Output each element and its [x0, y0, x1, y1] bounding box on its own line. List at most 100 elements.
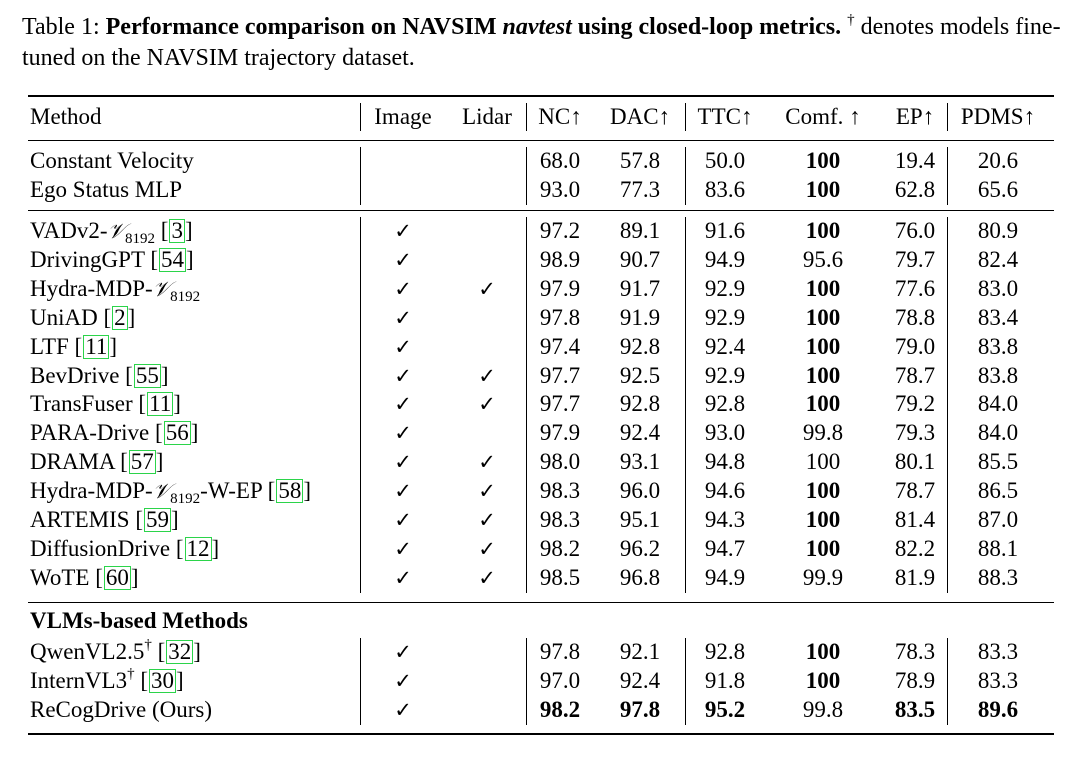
value-ttc: 92.4 — [704, 334, 746, 359]
value-ttc: 94.9 — [704, 565, 746, 590]
column-separator — [526, 103, 527, 131]
caption-bold-italic: navtest — [502, 14, 572, 40]
value-comf: 100 — [805, 391, 841, 416]
value-nc: 98.2 — [539, 536, 581, 561]
value-pdms: 88.1 — [977, 536, 1019, 561]
lidar-check: ✓ — [478, 566, 496, 590]
value-pdms: 86.5 — [977, 478, 1019, 503]
value-comf: 100 — [805, 668, 841, 693]
value-nc: 98.5 — [539, 565, 581, 590]
header-ttc: TTC↑ — [697, 104, 753, 129]
method-label: TransFuser — [30, 391, 133, 416]
value-ttc: 91.8 — [704, 668, 746, 693]
image-check: ✓ — [394, 669, 412, 693]
citation-link[interactable]: 59 — [144, 507, 171, 532]
citation-link[interactable]: 57 — [128, 449, 156, 474]
method-label: VADv2- — [30, 218, 108, 243]
method-name: PARA-Drive [56] — [30, 420, 199, 445]
value-dac: 92.4 — [619, 420, 661, 445]
citation-link[interactable]: 56 — [163, 420, 191, 445]
header-method: Method — [30, 104, 102, 129]
image-check: ✓ — [394, 306, 412, 330]
image-check: ✓ — [394, 508, 412, 532]
method-name: TransFuser [11] — [30, 391, 181, 416]
column-separator — [685, 103, 686, 131]
citation-link[interactable]: 32 — [166, 639, 194, 664]
header-nc: NC↑ — [538, 104, 582, 129]
value-pdms: 85.5 — [977, 449, 1019, 474]
value-dac: 89.1 — [619, 218, 661, 243]
value-dac: 57.8 — [619, 148, 661, 173]
value-nc: 97.7 — [539, 363, 581, 388]
caption-bold-2: using closed-loop metrics. — [577, 14, 842, 40]
lidar-check: ✓ — [478, 537, 496, 561]
value-nc: 97.4 — [539, 334, 581, 359]
value-ttc: 92.8 — [704, 639, 746, 664]
image-check: ✓ — [394, 277, 412, 301]
method-name: VADv2-𝒱8192 [3] — [30, 218, 193, 247]
lidar-check: ✓ — [478, 364, 496, 388]
value-nc: 98.9 — [539, 247, 581, 272]
value-pdms: 83.0 — [977, 276, 1019, 301]
value-pdms: 89.6 — [977, 697, 1019, 722]
citation-link[interactable]: 55 — [133, 363, 161, 388]
citation-link[interactable]: 54 — [159, 247, 187, 272]
citation-link[interactable]: 30 — [149, 668, 176, 693]
column-separator — [526, 217, 527, 593]
image-check: ✓ — [394, 479, 412, 503]
value-dac: 96.0 — [619, 478, 661, 503]
value-ep: 76.0 — [894, 218, 936, 243]
citation-link[interactable]: 2 — [112, 305, 128, 330]
citation-link[interactable]: 60 — [103, 565, 131, 590]
image-check: ✓ — [394, 537, 412, 561]
value-pdms: 83.4 — [977, 305, 1019, 330]
value-ep: 79.3 — [894, 420, 936, 445]
method-label: DRAMA — [30, 449, 121, 474]
citation-link[interactable]: 11 — [83, 334, 110, 359]
image-check: ✓ — [394, 219, 412, 243]
value-ep: 78.7 — [894, 363, 936, 388]
value-ep: 19.4 — [894, 148, 936, 173]
caption-dagger: † — [847, 12, 855, 28]
citation-link[interactable]: 58 — [276, 478, 304, 503]
value-ttc: 92.9 — [704, 305, 746, 330]
value-comf: 100 — [805, 305, 841, 330]
value-dac: 92.5 — [619, 363, 661, 388]
table-caption: Table 1: Performance comparison on NAVSI… — [22, 12, 1072, 74]
value-dac: 91.9 — [619, 305, 661, 330]
method-name: QwenVL2.5† [32] — [30, 637, 201, 664]
value-dac: 97.8 — [619, 697, 661, 722]
method-label: Hydra-MDP- — [30, 478, 153, 503]
value-dac: 92.8 — [619, 391, 661, 416]
value-ep: 81.4 — [894, 507, 936, 532]
value-dac: 96.2 — [619, 536, 661, 561]
method-name: ReCogDrive (Ours) — [30, 696, 212, 724]
value-ep: 80.1 — [894, 449, 936, 474]
value-pdms: 80.9 — [977, 218, 1019, 243]
method-label: BevDrive — [30, 363, 120, 388]
citation-link[interactable]: 11 — [147, 391, 174, 416]
method-name: DrivingGPT [54] — [30, 247, 194, 272]
value-comf: 100 — [805, 507, 841, 532]
image-check: ✓ — [394, 248, 412, 272]
method-label: QwenVL2.5 — [30, 639, 145, 664]
value-pdms: 88.3 — [977, 565, 1019, 590]
value-ttc: 83.6 — [704, 177, 746, 202]
value-ttc: 93.0 — [704, 420, 746, 445]
value-comf: 100 — [805, 478, 841, 503]
citation-link[interactable]: 12 — [184, 536, 212, 561]
citation-link[interactable]: 3 — [169, 218, 185, 243]
column-separator — [360, 638, 361, 725]
image-check: ✓ — [394, 421, 412, 445]
value-ttc: 50.0 — [704, 148, 746, 173]
method-suffix: -W-EP — [200, 478, 262, 503]
value-ep: 79.0 — [894, 334, 936, 359]
value-comf: 100 — [805, 177, 841, 202]
value-comf: 99.8 — [802, 420, 844, 445]
table-rule — [28, 140, 1054, 141]
method-name: InternVL3† [30] — [30, 666, 184, 693]
value-comf: 100 — [805, 276, 841, 301]
method-label: ARTEMIS — [30, 507, 130, 532]
value-comf: 100 — [805, 536, 841, 561]
value-dac: 90.7 — [619, 247, 661, 272]
